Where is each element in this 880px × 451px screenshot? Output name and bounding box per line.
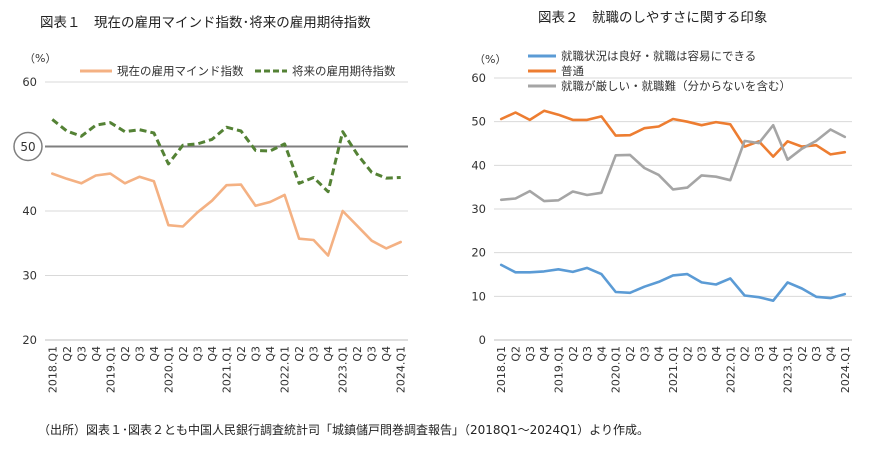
y-tick-label: 20 xyxy=(471,246,486,260)
x-tick-label: 2022.Q1 xyxy=(724,346,737,393)
y-tick-label: 60 xyxy=(22,75,37,89)
x-tick-label: 2024.Q1 xyxy=(395,346,408,393)
x-tick-label: Q2 xyxy=(624,346,637,362)
x-tick-label: Q4 xyxy=(825,346,838,362)
y-tick-label: 30 xyxy=(471,202,486,216)
series-line-3 xyxy=(499,123,847,203)
x-tick-label: Q2 xyxy=(739,346,752,362)
y-tick-label: 10 xyxy=(471,289,486,303)
x-tick-label: Q4 xyxy=(595,346,608,362)
chart-1-title: 図表１ 現在の雇用マインド指数･将来の雇用期待指数 xyxy=(40,14,371,31)
x-tick-label: Q2 xyxy=(293,346,306,362)
x-tick-label: 2023.Q1 xyxy=(337,346,350,393)
source-note: （出所）図表１･図表２とも中国人民銀行調査統計司「城鎮儲戸問巻調査報告」（201… xyxy=(38,423,650,437)
x-tick-label: Q2 xyxy=(509,346,522,362)
x-tick-label: Q2 xyxy=(235,346,248,362)
x-tick-label: 2021.Q1 xyxy=(667,346,680,393)
x-tick-label: Q2 xyxy=(567,346,580,362)
reference-label: 50 xyxy=(20,140,35,154)
y-tick-label: 0 xyxy=(479,333,486,347)
x-tick-label: 2022.Q1 xyxy=(279,346,292,393)
x-tick-label: Q4 xyxy=(767,346,780,362)
chart-2: 図表２ 就職のしやすさに関する印象 （%） 就職状況は良好・就職は容易にできる普… xyxy=(471,10,852,393)
y-tick-label: 60 xyxy=(471,71,486,85)
x-tick-label: Q3 xyxy=(133,346,146,362)
x-tick-label: Q3 xyxy=(696,346,709,362)
x-tick-label: 2019.Q1 xyxy=(104,346,117,393)
series-line-2 xyxy=(51,118,401,194)
x-tick-label: Q3 xyxy=(524,346,537,362)
x-tick-label: Q4 xyxy=(538,346,551,362)
x-tick-label: Q4 xyxy=(322,346,335,362)
x-tick-label: Q2 xyxy=(61,346,74,362)
x-tick-label: Q3 xyxy=(753,346,766,362)
y-tick-label: 20 xyxy=(22,333,37,347)
x-tick-label: Q4 xyxy=(653,346,666,362)
legend-label-2: 将来の雇用期待指数 xyxy=(292,64,396,78)
x-tick-label: Q2 xyxy=(177,346,190,362)
series-line-1 xyxy=(50,172,403,257)
chart-2-ylabel: （%） xyxy=(474,53,506,66)
x-tick-label: Q2 xyxy=(119,346,132,362)
x-tick-label: Q3 xyxy=(581,346,594,362)
chart-2-title: 図表２ 就職のしやすさに関する印象 xyxy=(538,10,767,26)
y-tick-label: 40 xyxy=(22,204,37,218)
x-tick-label: Q2 xyxy=(351,346,364,362)
x-tick-label: Q4 xyxy=(206,346,219,362)
chart-1: 図表１ 現在の雇用マインド指数･将来の雇用期待指数 （%） 現在の雇用マインド指… xyxy=(13,14,408,393)
x-tick-label: Q3 xyxy=(810,346,823,362)
legend-label-2: 普通 xyxy=(561,64,584,78)
x-tick-label: 2019.Q1 xyxy=(552,346,565,393)
x-tick-label: Q4 xyxy=(148,346,161,362)
series-line-1 xyxy=(499,263,847,303)
y-tick-label: 30 xyxy=(22,269,37,283)
y-tick-label: 40 xyxy=(471,158,486,172)
x-tick-label: 2020.Q1 xyxy=(162,346,175,393)
chart-1-ylabel: （%） xyxy=(24,52,56,65)
reference-badge xyxy=(13,131,43,162)
x-tick-label: 2020.Q1 xyxy=(610,346,623,393)
x-tick-label: Q3 xyxy=(250,346,263,362)
x-tick-label: Q3 xyxy=(308,346,321,362)
legend-label-1: 就職状況は良好・就職は容易にできる xyxy=(561,49,756,63)
x-tick-label: 2024.Q1 xyxy=(839,346,852,393)
x-tick-label: Q4 xyxy=(380,346,393,362)
x-tick-label: Q3 xyxy=(366,346,379,362)
x-tick-label: Q4 xyxy=(264,346,277,362)
x-tick-label: 2018.Q1 xyxy=(46,346,59,393)
series-line-2 xyxy=(499,109,847,158)
y-tick-label: 50 xyxy=(471,115,486,129)
x-tick-label: Q3 xyxy=(191,346,204,362)
x-tick-label: 2018.Q1 xyxy=(495,346,508,393)
legend-label-3: 就職が厳しい・就職難（分からないを含む） xyxy=(561,79,791,93)
x-tick-label: Q4 xyxy=(710,346,723,362)
x-tick-label: Q3 xyxy=(638,346,651,362)
x-tick-label: 2023.Q1 xyxy=(782,346,795,393)
x-tick-label: Q2 xyxy=(796,346,809,362)
chart-1-legend: 現在の雇用マインド指数 将来の雇用期待指数 xyxy=(80,64,396,78)
legend-label-1: 現在の雇用マインド指数 xyxy=(117,64,244,78)
x-tick-label: Q3 xyxy=(75,346,88,362)
x-tick-label: Q4 xyxy=(90,346,103,362)
x-tick-label: Q2 xyxy=(681,346,694,362)
x-tick-label: 2021.Q1 xyxy=(221,346,234,393)
